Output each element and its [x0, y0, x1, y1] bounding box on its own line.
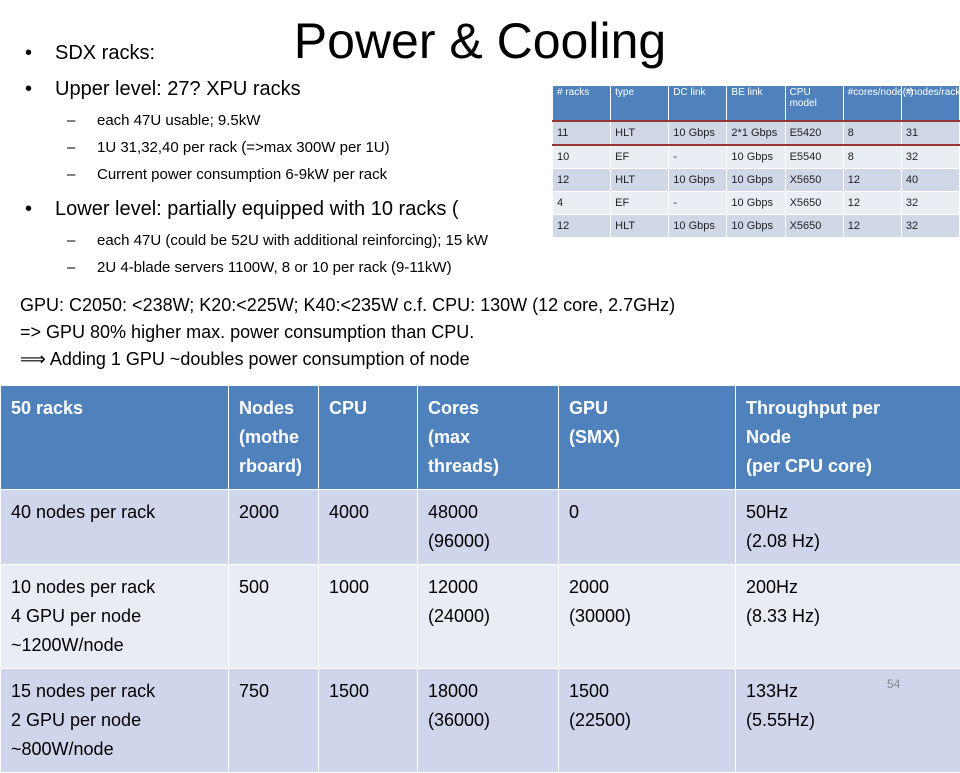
- table-cell: 15 nodes per rack 2 GPU per node ~800W/n…: [1, 669, 229, 773]
- table-cell: HLT: [611, 215, 669, 238]
- header-cell: #nodes/rack: [901, 86, 959, 122]
- paragraph-line: => GPU 80% higher max. power consumption…: [20, 322, 474, 343]
- sub-bullet: 2U 4-blade servers 1100W, 8 or 10 per ra…: [97, 259, 452, 276]
- table-cell: 2000 (30000): [559, 565, 736, 669]
- table-cell: 40 nodes per rack: [1, 490, 229, 565]
- header-cell: Nodes (mothe rboard): [229, 386, 319, 490]
- header-cell: DC link: [669, 86, 727, 122]
- table-cell: 12: [843, 215, 901, 238]
- table-cell: 2000: [229, 490, 319, 565]
- header-cell: Cores (max threads): [418, 386, 559, 490]
- table-row: 10 nodes per rack 4 GPU per node ~1200W/…: [1, 565, 960, 669]
- table-cell: 750: [229, 669, 319, 773]
- header-cell: 50 racks: [1, 386, 229, 490]
- sub-bullet: each 47U usable; 9.5kW: [97, 112, 260, 129]
- sub-bullet: each 47U (could be 52U with additional r…: [97, 232, 488, 249]
- table-cell: 32: [901, 192, 959, 215]
- table-cell: HLT: [611, 169, 669, 192]
- sub-bullet: 1U 31,32,40 per rack (=>max 300W per 1U): [97, 139, 390, 156]
- table-cell: 32: [901, 145, 959, 169]
- table-cell: 10 Gbps: [727, 145, 785, 169]
- table-cell: 10 Gbps: [727, 192, 785, 215]
- table-cell: 12: [553, 215, 611, 238]
- table-cell: EF: [611, 145, 669, 169]
- table-cell: X5650: [785, 215, 843, 238]
- page-number: 54: [887, 677, 900, 691]
- table-cell: 10 Gbps: [669, 169, 727, 192]
- table-cell: 4000: [319, 490, 418, 565]
- table-cell: 133Hz (5.55Hz): [736, 669, 960, 773]
- table-cell: 32: [901, 215, 959, 238]
- header-cell: type: [611, 86, 669, 122]
- bullet: Lower level: partially equipped with 10 …: [55, 198, 459, 221]
- table-cell: 10 nodes per rack 4 GPU per node ~1200W/…: [1, 565, 229, 669]
- table-cell: 10 Gbps: [669, 121, 727, 145]
- table-cell: 8: [843, 145, 901, 169]
- table-cell: 12: [843, 169, 901, 192]
- table-cell: 0: [559, 490, 736, 565]
- paragraph-line: GPU: C2050: <238W; K20:<225W; K40:<235W …: [20, 295, 675, 316]
- table-cell: 40: [901, 169, 959, 192]
- table-cell: 500: [229, 565, 319, 669]
- table-cell: 8: [843, 121, 901, 145]
- table-cell: 12: [843, 192, 901, 215]
- table-cell: 50Hz (2.08 Hz): [736, 490, 960, 565]
- table-cell: X5650: [785, 169, 843, 192]
- header-cell: Throughput per Node (per CPU core): [736, 386, 960, 490]
- table-cell: 1000: [319, 565, 418, 669]
- header-cell: CPU model: [785, 86, 843, 122]
- table-cell: EF: [611, 192, 669, 215]
- table-cell: 200Hz (8.33 Hz): [736, 565, 960, 669]
- sub-bullet: Current power consumption 6-9kW per rack: [97, 166, 387, 183]
- table-cell: 10 Gbps: [727, 215, 785, 238]
- header-cell: #cores/node(*): [843, 86, 901, 122]
- bullet: SDX racks:: [55, 42, 155, 65]
- table-cell: 31: [901, 121, 959, 145]
- table-cell: X5650: [785, 192, 843, 215]
- bullet: Upper level: 27? XPU racks: [55, 78, 301, 101]
- table-cell: 10 Gbps: [669, 215, 727, 238]
- table-cell: 10: [553, 145, 611, 169]
- header-cell: CPU: [319, 386, 418, 490]
- table-cell: 48000 (96000): [418, 490, 559, 565]
- table-cell: -: [669, 192, 727, 215]
- table-cell: 4: [553, 192, 611, 215]
- table-cell: 2*1 Gbps: [727, 121, 785, 145]
- table-cell: E5420: [785, 121, 843, 145]
- table-cell: 12000 (24000): [418, 565, 559, 669]
- table-cell: 12: [553, 169, 611, 192]
- table-cell: E5540: [785, 145, 843, 169]
- table-cell: HLT: [611, 121, 669, 145]
- table-cell: 1500 (22500): [559, 669, 736, 773]
- header-cell: GPU (SMX): [559, 386, 736, 490]
- slide: Power & Cooling SDX racks: Upper level: …: [0, 0, 960, 720]
- table-cell: -: [669, 145, 727, 169]
- header-cell: BE link: [727, 86, 785, 122]
- table-cell: 18000 (36000): [418, 669, 559, 773]
- table-cell: 11: [553, 121, 611, 145]
- table-cell: 10 Gbps: [727, 169, 785, 192]
- table-row: 15 nodes per rack 2 GPU per node ~800W/n…: [1, 669, 960, 773]
- paragraph-line: ⟹ Adding 1 GPU ~doubles power consumptio…: [20, 349, 470, 370]
- header-cell: # racks: [553, 86, 611, 122]
- table-cell: 1500: [319, 669, 418, 773]
